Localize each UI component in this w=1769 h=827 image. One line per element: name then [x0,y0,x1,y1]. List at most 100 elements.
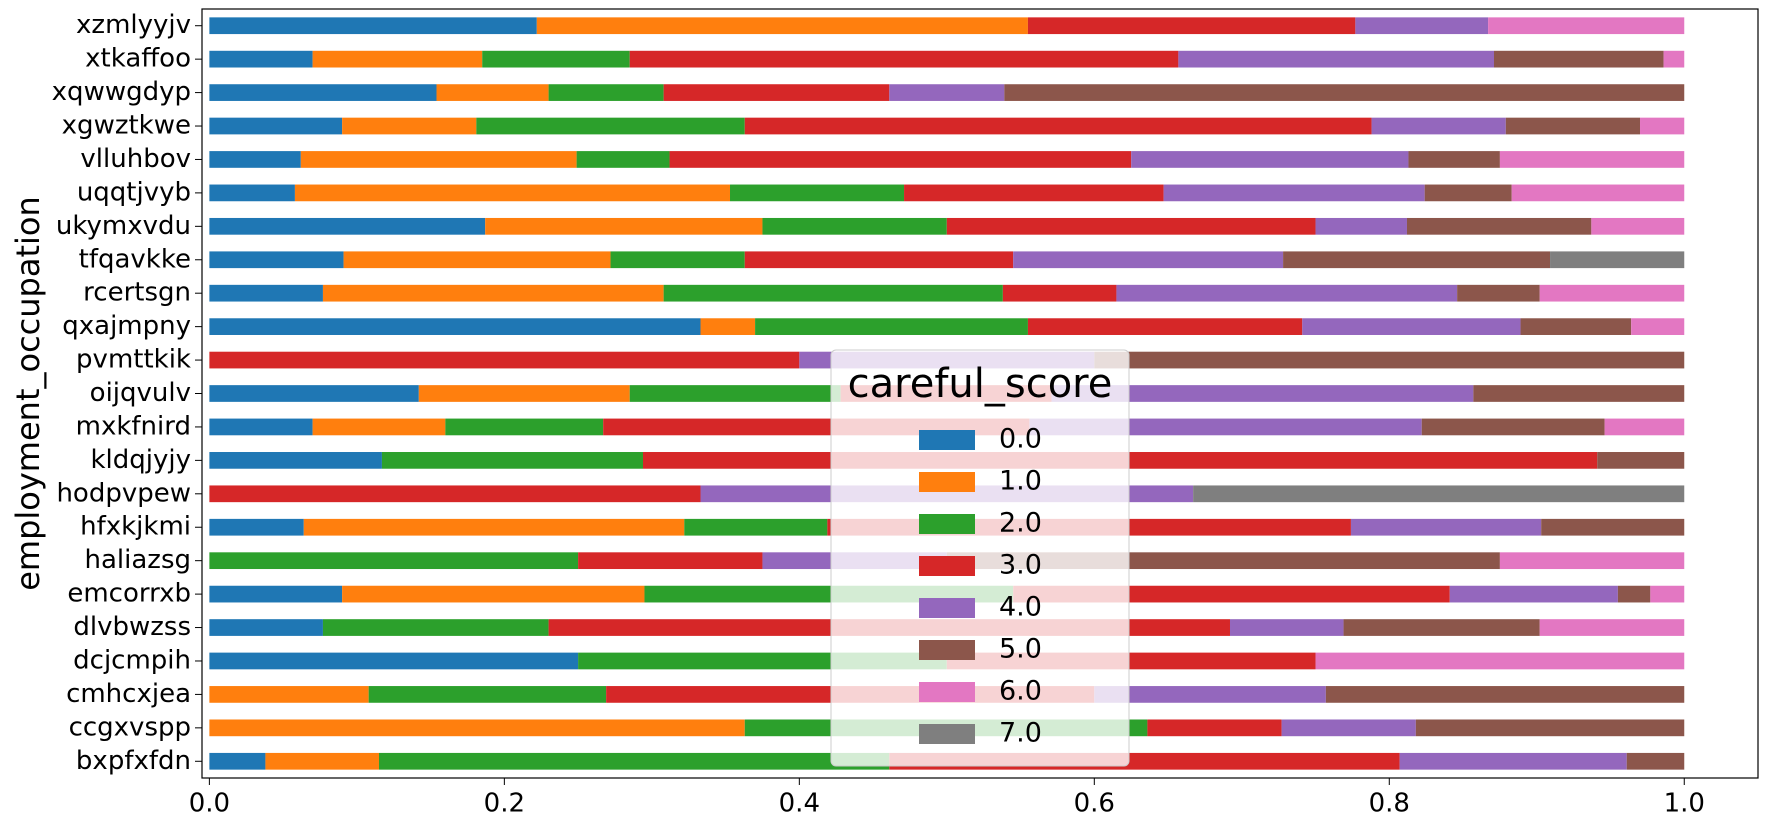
bar-segment [303,518,685,536]
bar-segment [482,50,630,68]
bar-segment [548,84,664,101]
x-tick-label: 0.6 [1074,789,1115,819]
legend-label: 1.0 [999,466,1042,497]
y-tick-label: xqwwgdyp [52,77,191,107]
bar-segment [1499,552,1685,570]
bar-segment [1094,351,1685,369]
bar-segment [755,318,1028,335]
bar-segment [1550,251,1685,269]
bar-segment [322,619,549,636]
legend-swatch [919,598,975,618]
y-tick-label: bxpfxfdn [76,746,191,776]
bar-segment [209,17,537,35]
bar-segment [1283,251,1551,269]
bar-segment [663,284,1003,302]
bar-segment [1597,452,1685,469]
legend-label: 5.0 [999,634,1042,665]
bar-segment [1027,318,1303,335]
bar-segment [209,686,369,703]
bar-segment [312,418,446,436]
bar-segment [1424,184,1512,202]
legend-swatch [919,640,975,660]
plot-frame [201,8,1759,779]
bar-segment [436,84,549,101]
bar-segment [1539,619,1685,636]
bar-segment [1511,184,1685,202]
y-tick-label: oijqvulv [90,378,191,408]
bar-segment [209,518,304,536]
bar-segment [1488,17,1685,35]
bar-segment [476,117,745,135]
y-tick-label: ccgxvspp [69,712,191,742]
y-tick-label: xgwztkwe [62,111,191,141]
bar-segment [485,217,763,235]
bar-segment [1591,217,1685,235]
legend-swatch [919,472,975,492]
bar-segment [700,318,756,335]
bar-segment [1355,17,1489,35]
bar-segment [294,184,731,202]
bar-segment [1399,752,1627,770]
bar-segment [209,552,579,570]
y-tick-label: cmhcxjea [66,679,191,709]
legend-label: 7.0 [999,718,1042,749]
legend-swatch [919,724,975,744]
y-tick-label: haliazsg [85,545,192,575]
bar-segment [1315,217,1407,235]
bar-segment [1229,619,1344,636]
bar-segment [1343,619,1540,636]
bar-segment [669,151,1132,168]
bar-segment [1094,686,1326,703]
bar-segment [209,752,266,770]
bar-segment [578,552,763,570]
bar-segment [368,686,607,703]
y-tick-label: dcjcmpih [73,645,191,675]
bar-segment [904,184,1164,202]
legend-label: 3.0 [999,550,1042,581]
legend: careful_score 0.0 1.0 2.0 3.0 4.0 5.0 6.0 7.0 [830,349,1130,767]
bar-segment [1325,686,1685,703]
bar-segment [265,752,379,770]
bar-segment [1650,585,1685,603]
y-tick-label: hodpvpew [56,478,191,508]
bar-segment [1051,385,1474,402]
y-tick-label: qxajmpny [62,311,191,341]
bar-segment [1002,284,1117,302]
bar-segment [889,84,1005,101]
y-tick-label: vlluhbov [80,144,191,174]
y-tick-label: uqqtjvyb [77,177,191,207]
bar-segment [445,418,604,436]
bar-segment [209,217,486,235]
bar-segment [209,151,301,168]
x-tick-label: 0.8 [1369,789,1410,819]
bar-segment [209,284,323,302]
bar-segment [1499,151,1685,168]
bar-segment [1505,117,1641,135]
legend-title: careful_score [848,361,1113,407]
bar-segment [209,485,701,503]
bar-segment [1640,117,1685,135]
y-tick-label: pvmttkik [76,345,191,375]
legend-label: 0.0 [999,424,1042,455]
bar-segment [381,452,643,469]
bar-segment [1541,518,1685,536]
legend-swatch [919,682,975,702]
bar-segment [209,652,579,670]
y-tick-label: ukymxvdu [56,211,191,241]
bar-segment [1626,752,1685,770]
y-tick-label: dlvbwzss [73,612,191,642]
bar-segment [1350,518,1542,536]
bar-segment [946,217,1316,235]
bar-segment [1302,318,1521,335]
bar-segment [418,385,630,402]
bar-segment [762,217,947,235]
y-tick-label: rcertsgn [83,278,191,308]
bar-segment [1493,50,1664,68]
bar-segment [1520,318,1632,335]
bar-segment [209,385,419,402]
bar-segment [378,752,890,770]
bar-segment [209,719,745,737]
bar-segment [663,84,890,101]
bar-segment [209,452,382,469]
